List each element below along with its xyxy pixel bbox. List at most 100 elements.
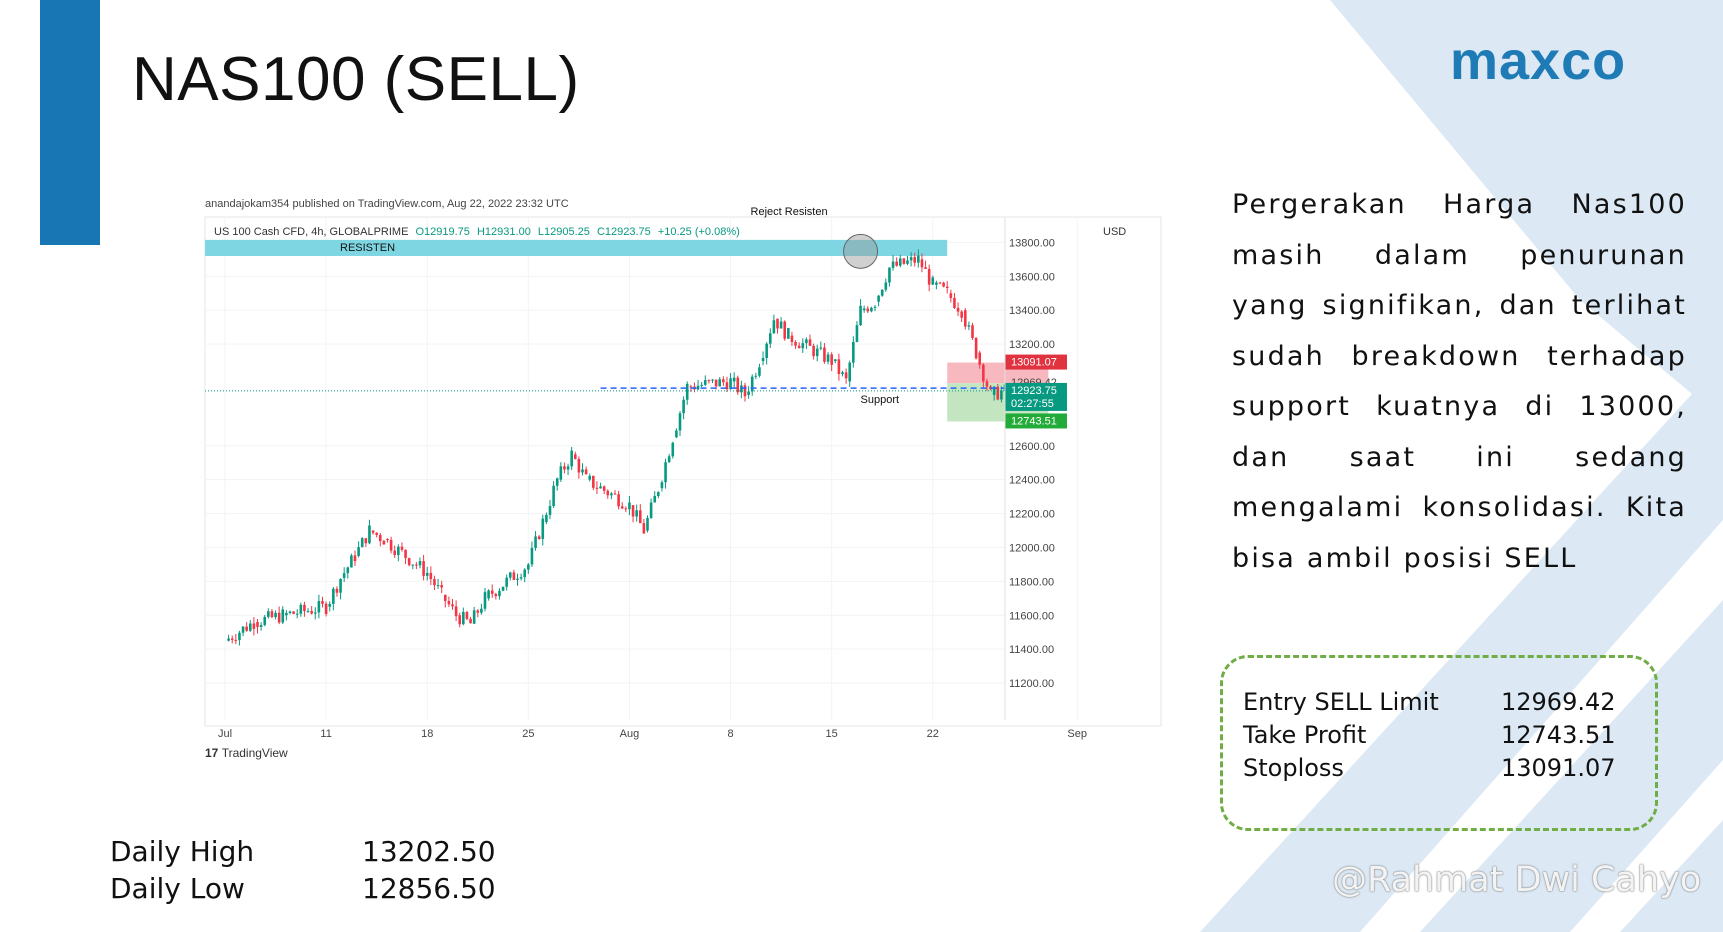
candle-body xyxy=(678,413,682,431)
candle-body xyxy=(974,337,978,359)
candle-body xyxy=(415,564,418,566)
candle-body xyxy=(913,257,917,263)
candle-body xyxy=(635,510,638,517)
candle-body xyxy=(545,514,548,523)
candle-body xyxy=(1000,390,1003,400)
candle-body xyxy=(339,578,342,593)
candle-body xyxy=(552,485,555,507)
candle-body xyxy=(425,572,429,576)
candle-body xyxy=(512,572,516,580)
candle-body xyxy=(393,550,397,555)
candle-body xyxy=(371,530,375,533)
x-tick-label: 11 xyxy=(320,728,331,740)
candle-body xyxy=(967,325,971,327)
candle-body xyxy=(472,610,476,624)
candle-body xyxy=(996,386,1000,400)
published-line: anandajokam354 published on TradingView.… xyxy=(205,198,569,210)
x-tick-label: 25 xyxy=(522,728,534,740)
price-chart: anandajokam354 published on TradingView.… xyxy=(204,198,1162,760)
price-tag-text: 12743.51 xyxy=(1011,415,1057,427)
candle-body xyxy=(877,295,880,302)
candle-body xyxy=(407,558,411,566)
candle-body xyxy=(794,341,797,346)
candle-body xyxy=(321,601,324,604)
candle-body xyxy=(859,305,862,326)
take-profit-value: 12743.51 xyxy=(1501,721,1616,749)
candle-body xyxy=(306,611,310,613)
candle-body xyxy=(761,358,765,362)
y-tick-label: 13600.00 xyxy=(1009,271,1055,283)
candle-body xyxy=(443,594,447,601)
chart-grid xyxy=(205,217,1078,720)
candle-body xyxy=(555,478,559,486)
y-tick-label: 13400.00 xyxy=(1009,305,1055,317)
chart-axes: 13800.00 13600.00 13400.00 13200.00 12600.00… xyxy=(218,217,1087,740)
candle-body xyxy=(570,450,573,467)
candle-body xyxy=(581,469,584,473)
candle-body xyxy=(487,590,490,599)
candle-body xyxy=(353,555,357,562)
candle-body xyxy=(313,612,317,614)
y-tick-label: 12600.00 xyxy=(1009,441,1055,453)
candle-body xyxy=(328,603,332,607)
tradingview-logo-icon: 17 xyxy=(205,746,222,760)
analysis-description: Pergerakan Harga Nas100 masih dalam penu… xyxy=(1232,189,1687,574)
candle-body xyxy=(830,354,833,365)
candle-body xyxy=(819,347,823,349)
candle-body xyxy=(259,625,263,627)
candle-body xyxy=(880,289,884,296)
candle-body xyxy=(902,258,906,264)
candle-body xyxy=(931,277,935,285)
candle-body xyxy=(779,321,783,329)
y-tick-label: 12400.00 xyxy=(1009,475,1055,487)
candle-body xyxy=(664,462,667,483)
candle-body xyxy=(566,466,570,470)
tradingview-footer-text: TradingView xyxy=(222,746,288,760)
support-label: Support xyxy=(861,394,900,406)
candle-body xyxy=(588,475,592,480)
candle-body xyxy=(628,502,631,510)
candle-body xyxy=(324,603,328,615)
candle-body xyxy=(400,546,404,550)
candle-body xyxy=(812,345,815,357)
candle-body xyxy=(508,572,512,578)
candle-body xyxy=(927,268,931,285)
symbol-close: C12923.75 xyxy=(597,226,651,238)
candle-body xyxy=(451,604,454,607)
x-tick-label: 22 xyxy=(927,728,939,740)
candle-body xyxy=(270,611,274,618)
tradingview-footer: 17 TradingView xyxy=(205,746,288,760)
x-tick-label: 8 xyxy=(727,728,733,740)
candle-body xyxy=(433,579,436,586)
candle-body xyxy=(891,261,895,268)
candle-body xyxy=(541,518,545,539)
symbol-open: O12919.75 xyxy=(415,226,469,238)
candle-body xyxy=(718,379,722,387)
candle-body xyxy=(277,612,281,623)
candle-body xyxy=(620,506,624,509)
candle-body xyxy=(577,458,581,473)
candle-body xyxy=(256,622,259,627)
candle-body xyxy=(649,502,653,518)
price-tag-text: 12923.75 xyxy=(1011,385,1057,397)
candle-body xyxy=(519,577,523,579)
candle-body xyxy=(848,362,852,382)
candle-body xyxy=(303,604,306,612)
candle-body xyxy=(920,259,924,268)
y-tick-label: 11800.00 xyxy=(1009,576,1054,588)
stoploss-value: 13091.07 xyxy=(1501,754,1616,782)
candle-body xyxy=(776,318,779,329)
candle-body xyxy=(537,536,541,539)
symbol-line: US 100 Cash CFD, 4h, GLOBALPRIME O12919.… xyxy=(214,226,740,238)
candle-body xyxy=(844,372,848,379)
candle-body xyxy=(917,255,920,263)
candle-body xyxy=(357,547,360,556)
candle-body xyxy=(985,381,989,387)
candle-body xyxy=(935,282,938,285)
candle-body xyxy=(823,347,826,362)
candle-body xyxy=(909,257,913,261)
candle-body xyxy=(389,539,393,551)
candle-body xyxy=(787,328,790,339)
